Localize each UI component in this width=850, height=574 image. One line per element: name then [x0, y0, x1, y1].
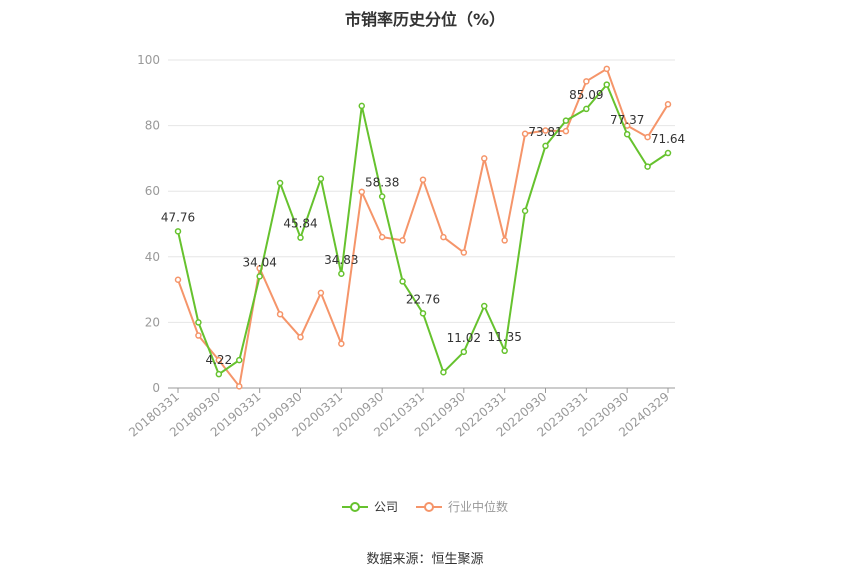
legend-company-swatch: [341, 501, 368, 512]
series-1-point: [460, 249, 468, 256]
legend: 公司 行业中位数: [0, 498, 850, 515]
series-0-point: [644, 163, 651, 170]
series-1-point: [399, 237, 406, 244]
series-0-point: [542, 142, 549, 150]
series-0-point: [317, 175, 325, 182]
series-1-point: [562, 127, 570, 135]
data-label: 73.81: [528, 125, 562, 139]
series-1-point: [521, 130, 529, 138]
data-label: 47.76: [161, 210, 195, 224]
series-1-point: [603, 65, 610, 73]
series-0-point: [603, 81, 610, 88]
series-0-point: [338, 270, 345, 278]
y-tick-label: 0: [152, 381, 160, 395]
series-0-point: [419, 310, 427, 317]
series-0-point: [440, 369, 447, 376]
series-1-point: [215, 356, 223, 364]
series-1-point: [419, 176, 427, 183]
chart-title: 市销率历史分位（%）: [344, 10, 506, 29]
series-line-0: [177, 82, 669, 376]
series-1-point: [358, 188, 365, 196]
series-line-1: [177, 67, 669, 389]
data-label: 11.02: [447, 331, 481, 345]
series-1-point: [542, 127, 549, 134]
series-1-point: [174, 276, 182, 284]
series-1-point: [236, 383, 243, 390]
data-label: 22.76: [406, 292, 440, 306]
series-1-point: [583, 78, 590, 85]
data-label: 34.04: [242, 255, 276, 269]
series-1-point: [664, 101, 672, 108]
data-label: 58.38: [365, 176, 399, 190]
series-0-point: [501, 347, 508, 355]
data-label: 45.84: [283, 217, 317, 231]
y-tick-label: 80: [145, 119, 160, 133]
series-0-point: [236, 356, 243, 364]
series-0-point: [399, 278, 406, 285]
series-1-point: [276, 310, 284, 318]
data-label: 34.83: [324, 253, 358, 267]
series-0-point: [174, 228, 182, 235]
legend-company-label: 公司: [373, 500, 398, 514]
series-0-point: [583, 105, 590, 113]
series-0-point: [481, 302, 488, 310]
series-1-point: [297, 333, 304, 341]
series-0-point: [195, 319, 202, 326]
series-1-point: [338, 340, 345, 347]
series-1-point: [195, 332, 202, 339]
series-0-point: [521, 207, 529, 215]
series-1-point: [644, 133, 651, 141]
series-0-point: [297, 234, 304, 241]
y-tick-label: 20: [145, 315, 160, 329]
y-tick-label: 60: [145, 184, 160, 198]
data-label: 4.22: [205, 353, 232, 367]
series-0-point: [460, 348, 468, 356]
series-0-point: [276, 179, 284, 187]
series-0-point: [215, 370, 223, 378]
series-0-point: [256, 273, 263, 280]
data-label: 11.35: [487, 330, 521, 344]
series-1-point: [501, 237, 508, 244]
series-1-point: [481, 155, 488, 162]
y-tick-label: 100: [137, 53, 160, 67]
series-1-point: [378, 233, 386, 241]
series-0-point: [664, 149, 672, 157]
legend-item-industry-median[interactable]: 行业中位数: [416, 498, 508, 515]
series-0-point: [378, 193, 386, 200]
y-tick-label: 40: [145, 250, 160, 264]
legend-industry-median-swatch: [416, 501, 442, 512]
data-label: 71.64: [651, 132, 685, 146]
series-0-point: [562, 117, 570, 124]
data-label: 77.37: [610, 113, 644, 127]
data-label: 85.09: [569, 88, 603, 102]
series-0-point: [623, 130, 631, 138]
series-1-point: [440, 233, 447, 241]
data-source: 数据来源：恒生聚源: [366, 552, 484, 567]
series-0-point: [358, 102, 365, 110]
legend-item-company[interactable]: 公司: [341, 498, 398, 515]
legend-industry-median-label: 行业中位数: [448, 500, 509, 514]
line-chart: 0204060801002018033120180930201903312019…: [126, 53, 685, 440]
series-1-point: [317, 289, 325, 297]
